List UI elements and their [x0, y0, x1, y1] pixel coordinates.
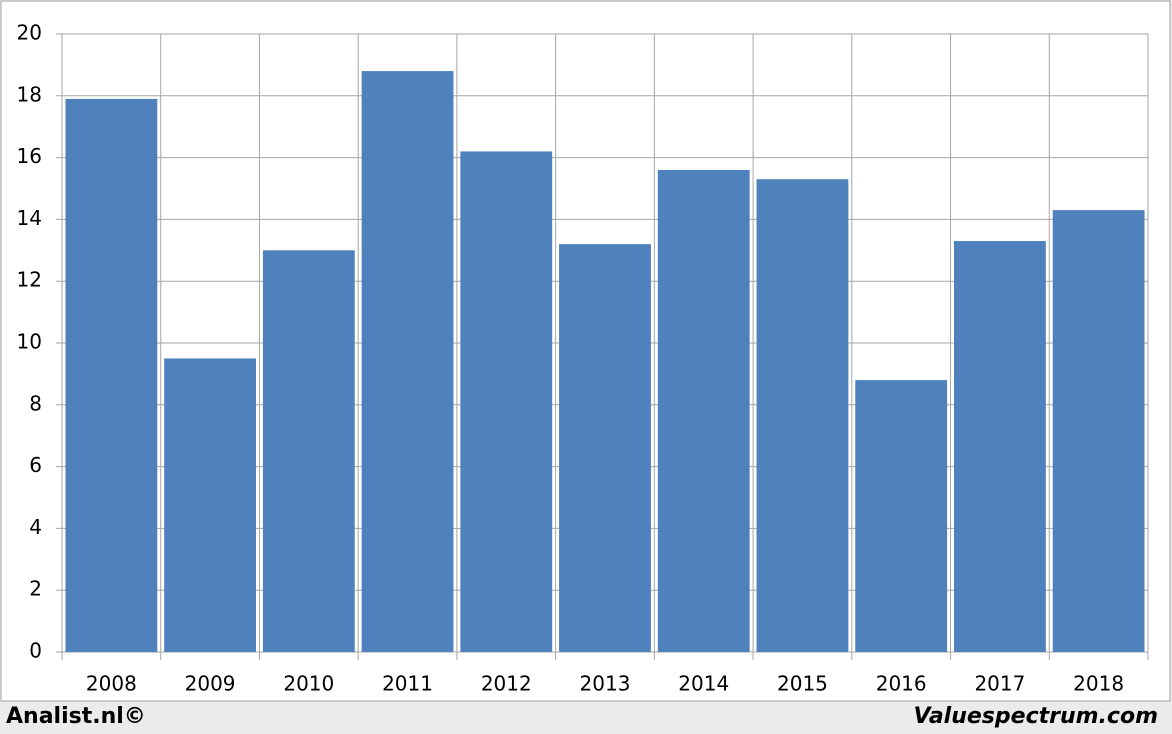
x-tick-label: 2009	[185, 672, 236, 696]
bar	[756, 179, 849, 653]
bar	[1052, 210, 1145, 652]
y-tick-label: 18	[17, 82, 42, 106]
x-tick-label: 2016	[876, 672, 927, 696]
bar	[559, 244, 651, 652]
x-tick-label: 2010	[283, 672, 334, 696]
bar	[460, 151, 553, 653]
bar	[361, 71, 454, 652]
x-tick-label: 2015	[777, 672, 828, 696]
bar	[262, 250, 355, 653]
x-tick-label: 2017	[974, 672, 1025, 696]
y-tick-label: 12	[17, 268, 42, 292]
footer-right: Valuespectrum.com	[914, 704, 1158, 729]
y-tick-label: 8	[29, 391, 42, 415]
footer-left: Analist.nl©	[6, 704, 146, 729]
y-tick-label: 6	[29, 453, 42, 477]
y-tick-label: 2	[29, 577, 42, 601]
x-tick-label: 2008	[86, 672, 137, 696]
bar	[855, 380, 948, 652]
x-tick-label: 2011	[382, 672, 433, 696]
y-tick-label: 16	[17, 144, 42, 168]
x-tick-label: 2013	[580, 672, 631, 696]
bar	[65, 98, 158, 652]
y-tick-label: 14	[17, 206, 42, 230]
bar	[954, 241, 1046, 652]
y-tick-label: 0	[29, 639, 42, 663]
y-tick-label: 4	[29, 515, 42, 539]
y-tick-label: 10	[17, 330, 42, 354]
y-tick-label: 20	[17, 21, 42, 45]
x-tick-label: 2014	[678, 672, 729, 696]
x-tick-label: 2018	[1073, 672, 1124, 696]
bar	[164, 358, 256, 652]
bar	[657, 169, 750, 652]
x-tick-label: 2012	[481, 672, 532, 696]
